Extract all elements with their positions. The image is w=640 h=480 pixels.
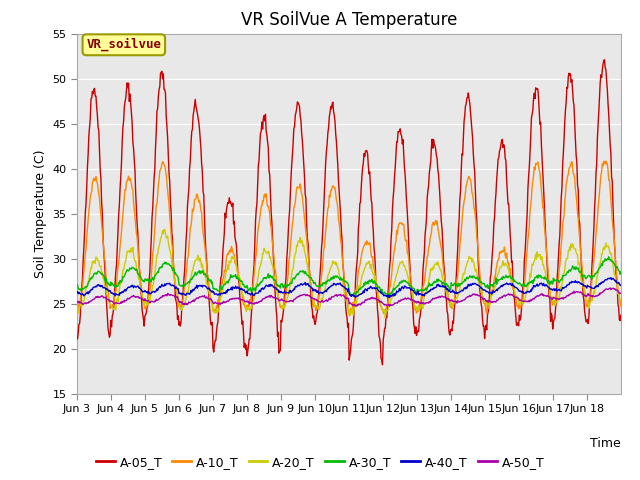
Title: VR SoilVue A Temperature: VR SoilVue A Temperature	[241, 11, 457, 29]
Y-axis label: Soil Temperature (C): Soil Temperature (C)	[34, 149, 47, 278]
Text: Time: Time	[590, 437, 621, 450]
Text: VR_soilvue: VR_soilvue	[86, 38, 161, 51]
Legend: A-05_T, A-10_T, A-20_T, A-30_T, A-40_T, A-50_T: A-05_T, A-10_T, A-20_T, A-30_T, A-40_T, …	[91, 451, 549, 474]
